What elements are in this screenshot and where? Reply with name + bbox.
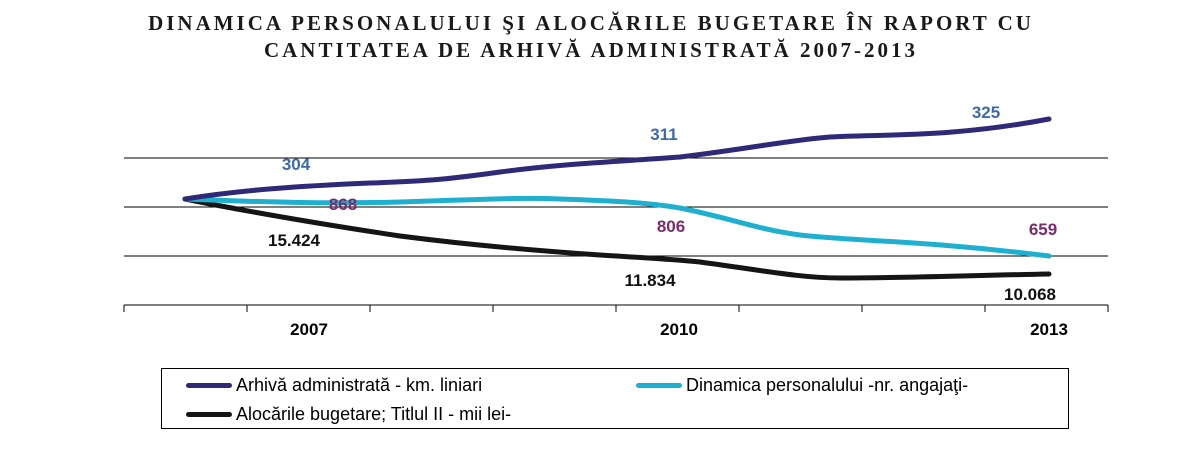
legend-item-personal: Dinamica personalului -nr. angajaţi- [636,373,968,397]
data-label-alocari-2007: 15.424 [268,231,321,250]
legend: Arhivă administrată - km. liniari Dinami… [161,368,1069,429]
legend-label-arhiva: Arhivă administrată - km. liniari [236,374,483,395]
legend-item-alocari: Alocările bugetare; Titlul II - mii lei- [186,402,511,426]
legend-label-personal: Dinamica personalului -nr. angajaţi- [686,374,969,395]
data-label-personal-2013: 659 [1029,220,1057,239]
data-labels: 304 311 325 868 806 659 15.424 11.834 10.068 [268,103,1057,304]
data-label-alocari-2010: 11.834 [624,271,676,290]
chart-title: DINAMICA PERSONALULUI ŞI ALOCĂRILE BUGET… [0,10,1182,64]
legend-swatch-personal [636,382,682,388]
legend-swatch-alocari [186,411,232,417]
data-label-arhiva-2010: 311 [650,125,677,144]
chart-title-line-2: CANTITATEA DE ARHIVĂ ADMINISTRATĂ 2007-2… [263,38,919,62]
x-tick-label-2010: 2010 [660,320,698,339]
chart-title-line-1: DINAMICA PERSONALULUI ŞI ALOCĂRILE BUGET… [148,11,1034,35]
data-label-arhiva-2007: 304 [282,155,311,174]
x-axis: 2007 2010 2013 [123,304,1109,339]
series-line-personal [182,195,1052,259]
legend-item-arhiva: Arhivă administrată - km. liniari [186,373,482,397]
legend-label-alocari: Alocările bugetare; Titlul II - mii lei- [236,403,512,424]
line-chart: 2007 2010 2013 304 311 325 868 806 659 15.424 11.… [123,103,1109,339]
data-label-arhiva-2013: 325 [972,103,1000,122]
series-line-alocari [182,196,1052,281]
series-line-arhiva [182,116,1052,202]
series-lines [182,116,1052,281]
data-label-personal-2010: 806 [657,217,685,236]
x-tick-label-2007: 2007 [290,320,328,339]
legend-swatch-arhiva [186,382,232,388]
x-tick-label-2013: 2013 [1030,320,1068,339]
data-label-alocari-2013: 10.068 [1004,285,1056,304]
data-label-personal-2007: 868 [329,195,357,214]
